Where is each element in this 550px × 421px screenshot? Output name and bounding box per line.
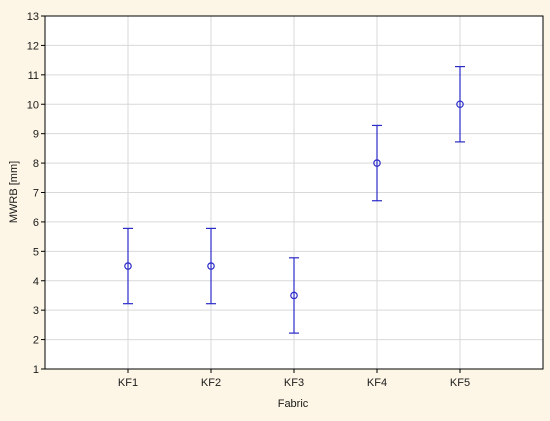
y-tick-label: 5 [33,246,39,258]
x-tick-label: KF2 [201,377,221,389]
y-tick-label: 3 [33,305,39,317]
y-axis-title: MWRB [mm] [8,161,20,223]
data-point [290,291,298,300]
x-tick-label: KF1 [118,377,138,389]
y-tick-label: 1 [33,364,39,376]
x-tick-label: KF3 [284,377,304,389]
data-point [207,262,215,270]
y-tick-label: 4 [33,276,39,288]
y-tick-label: 12 [27,40,39,52]
y-tick-label: 9 [33,129,39,141]
data-point [373,159,381,167]
y-tick-label: 11 [28,70,39,82]
y-tick-label: 7 [33,188,39,200]
y-tick-label: 10 [27,99,39,111]
data-point [456,100,464,109]
y-tick-label: 8 [33,158,39,170]
x-axis-title: Fabric [278,398,309,410]
y-tick-label: 13 [27,11,39,23]
x-tick-label: KF5 [450,377,470,389]
data-point [124,262,132,270]
y-tick-label: 2 [33,335,39,347]
plot-frame [44,15,544,370]
x-tick-label: KF4 [367,377,387,389]
y-tick-label: 6 [33,217,39,229]
